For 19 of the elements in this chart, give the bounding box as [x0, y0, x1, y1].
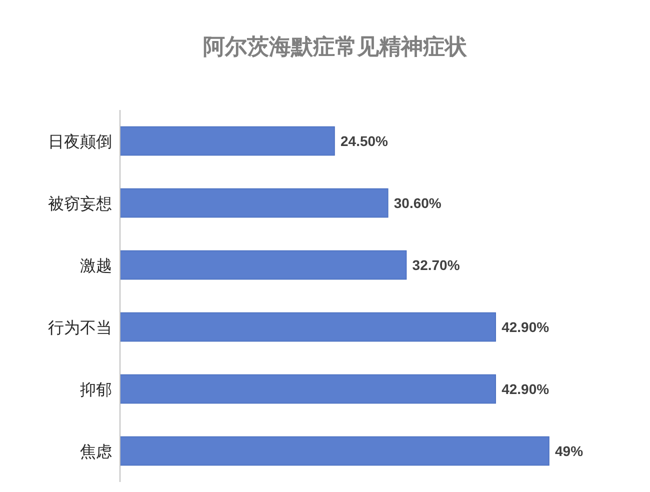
- y-tick-label: 抑郁: [80, 382, 112, 399]
- y-tick-label: 行为不当: [48, 319, 112, 337]
- data-label: 49%: [555, 443, 584, 459]
- y-tick-label: 日夜颠倒: [48, 133, 112, 151]
- bar: [120, 126, 335, 156]
- bar: [120, 436, 550, 466]
- y-tick-label: 激越: [80, 257, 112, 275]
- bar: [120, 188, 388, 218]
- data-label: 42.90%: [502, 319, 550, 335]
- data-label: 24.50%: [340, 133, 389, 149]
- data-label: 32.70%: [412, 257, 460, 273]
- data-label: 42.90%: [502, 381, 550, 397]
- bar: [120, 312, 496, 342]
- bar: [120, 374, 496, 404]
- y-tick-label: 被窃妄想: [48, 195, 112, 213]
- data-label: 30.60%: [394, 195, 442, 211]
- y-tick-label: 焦虑: [80, 443, 112, 461]
- bar: [120, 250, 407, 280]
- chart-title: 阿尔茨海默症常见精神症状: [203, 34, 468, 59]
